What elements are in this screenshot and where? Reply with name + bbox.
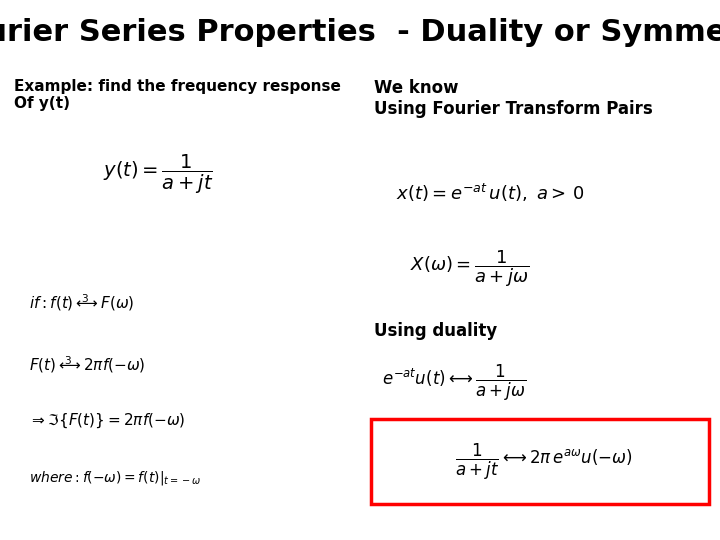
Text: $X(\omega) = \dfrac{1}{a + j\omega}$: $X(\omega) = \dfrac{1}{a + j\omega}$	[410, 249, 530, 289]
Text: $y(t) = \dfrac{1}{a + jt}$: $y(t) = \dfrac{1}{a + jt}$	[103, 153, 214, 195]
Text: $\dfrac{1}{a + jt} \longleftrightarrow 2\pi\, e^{a\omega}u(-\omega)$: $\dfrac{1}{a + jt} \longleftrightarrow 2…	[455, 442, 632, 482]
Text: Using duality: Using duality	[374, 322, 498, 340]
Text: $e^{-at}u(t) \longleftrightarrow \dfrac{1}{a + j\omega}$: $e^{-at}u(t) \longleftrightarrow \dfrac{…	[382, 363, 526, 403]
Text: $\Rightarrow \Im\{F(t)\} = 2\pi f(-\omega)$: $\Rightarrow \Im\{F(t)\} = 2\pi f(-\omeg…	[29, 412, 185, 430]
Text: Fourier Series Properties  - Duality or Symmetry: Fourier Series Properties - Duality or S…	[0, 18, 720, 47]
Text: $x(t) = e^{-at}\, u(t),\ a{>}\, 0$: $x(t) = e^{-at}\, u(t),\ a{>}\, 0$	[396, 182, 585, 204]
Text: $if : f(t) \leftarrow\!\!\!\!{}^{3}\!\!\!\rightarrow F(\omega)$: $if : f(t) \leftarrow\!\!\!\!{}^{3}\!\!\…	[29, 292, 135, 313]
Text: $where : f(-\omega) = f(t)|_{t=-\omega}$: $where : f(-\omega) = f(t)|_{t=-\omega}$	[29, 469, 201, 487]
FancyBboxPatch shape	[371, 419, 709, 504]
Text: $F(t) \leftarrow\!\!\!\!{}^{3}\!\!\!\rightarrow 2\pi f(-\omega)$: $F(t) \leftarrow\!\!\!\!{}^{3}\!\!\!\rig…	[29, 354, 145, 375]
Text: Example: find the frequency response
Of y(t): Example: find the frequency response Of …	[14, 79, 341, 111]
Text: We know
Using Fourier Transform Pairs: We know Using Fourier Transform Pairs	[374, 79, 653, 118]
